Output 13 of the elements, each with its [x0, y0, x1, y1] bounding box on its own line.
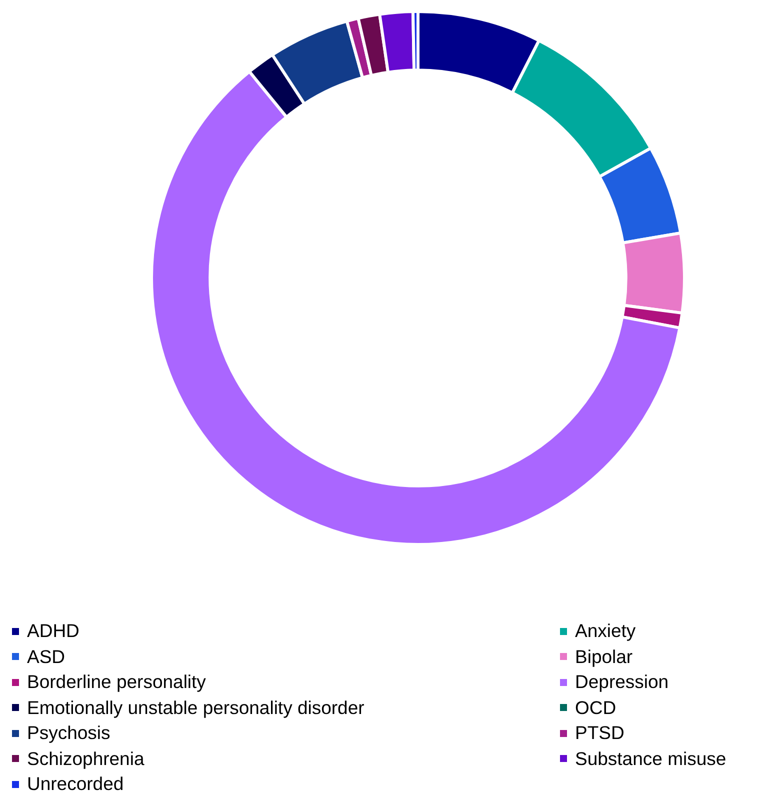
legend-label: ASD	[27, 646, 66, 668]
legend-label: Psychosis	[27, 722, 110, 744]
legend-label: OCD	[575, 696, 616, 718]
legend-label: Emotionally unstable personality disorder	[27, 696, 364, 718]
legend-label: ADHD	[27, 620, 80, 642]
legend-label: Bipolar	[575, 646, 633, 668]
legend-label: Anxiety	[575, 620, 636, 642]
legend-label: Borderline personality	[27, 671, 206, 693]
legend-label: Depression	[575, 671, 669, 693]
legend-label: Substance misuse	[575, 748, 726, 770]
legend-label: Unrecorded	[27, 773, 124, 795]
legend-label: Schizophrenia	[27, 748, 144, 770]
legend-label: PTSD	[575, 722, 624, 744]
